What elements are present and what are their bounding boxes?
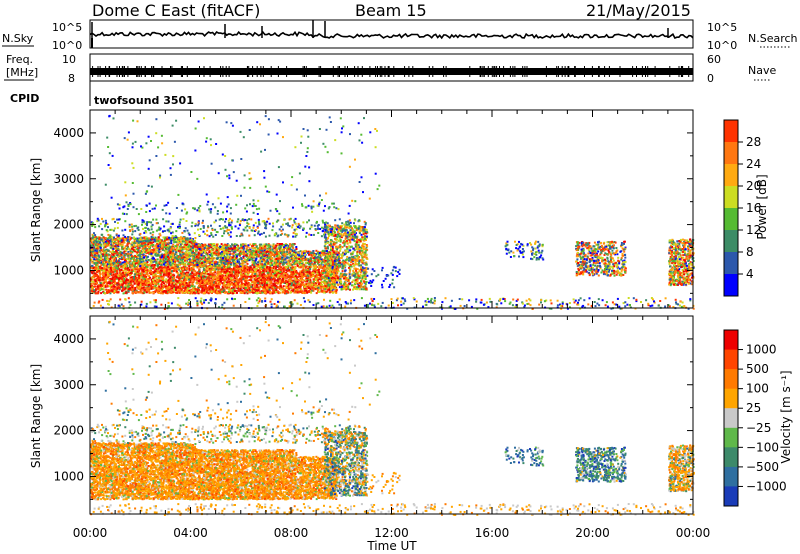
range-gate-cell bbox=[169, 254, 171, 256]
nave-right-bottom-tick: 0 bbox=[707, 72, 714, 85]
freq-panel bbox=[90, 54, 693, 81]
range-gate-cell bbox=[172, 274, 174, 276]
radar-figure: Dome C East (fitACF) Beam 15 21/May/2015… bbox=[0, 0, 800, 554]
range-gate-cell bbox=[111, 286, 113, 288]
range-gate-cell bbox=[158, 286, 160, 288]
freq-band bbox=[90, 68, 693, 75]
nave-right-top-tick: 60 bbox=[707, 53, 721, 66]
cpid-value: twofsound 3501 bbox=[94, 94, 194, 107]
range-gate-cell bbox=[171, 287, 173, 289]
range-gate-cell bbox=[134, 270, 136, 272]
range-gate-cell bbox=[125, 285, 127, 287]
range-gate-cell bbox=[98, 277, 100, 279]
range-gate-cell bbox=[107, 282, 109, 284]
range-gate-cell bbox=[146, 272, 148, 274]
freq-trace bbox=[90, 66, 693, 77]
range-gate-cell bbox=[94, 272, 96, 274]
beam-title: Beam 15 bbox=[355, 1, 427, 20]
range-gate-cell bbox=[103, 240, 105, 242]
range-gate-cell bbox=[160, 292, 162, 294]
range-gate-cell bbox=[176, 243, 178, 245]
range-gate-cell bbox=[110, 260, 112, 262]
range-gate-cell bbox=[155, 268, 157, 270]
freq-unit-label: [MHz] bbox=[6, 66, 38, 79]
range-gate-cell bbox=[125, 292, 127, 294]
range-gate-cell bbox=[183, 246, 185, 248]
range-gate-cell bbox=[129, 269, 131, 271]
station-title: Dome C East (fitACF) bbox=[92, 1, 260, 20]
noise-right-top-tick: 10^5 bbox=[707, 21, 737, 34]
range-gate-cell bbox=[105, 237, 107, 239]
range-gate-cell bbox=[141, 261, 143, 263]
noise-trace bbox=[90, 20, 693, 48]
range-gate-cell bbox=[152, 279, 154, 281]
cpid-label: CPID bbox=[10, 92, 39, 105]
range-gate-cell bbox=[125, 245, 127, 247]
nsky-label: N.Sky bbox=[2, 32, 34, 45]
range-gate-cell bbox=[91, 267, 93, 269]
nave-label: Nave bbox=[748, 64, 776, 77]
range-gate-cell bbox=[123, 258, 125, 260]
noise-left-bottom-tick: 10^0 bbox=[52, 39, 82, 52]
range-gate-cell bbox=[147, 259, 149, 261]
range-gate-cell bbox=[159, 242, 161, 244]
noise-right-bottom-tick: 10^0 bbox=[707, 39, 737, 52]
range-gate-cell bbox=[136, 253, 138, 255]
range-gate-cell bbox=[194, 237, 196, 239]
range-gate-cell bbox=[154, 237, 156, 239]
freq-left-bottom-tick: 8 bbox=[68, 72, 75, 85]
range-gate-cell bbox=[149, 292, 151, 294]
range-gate-cell bbox=[166, 282, 168, 284]
freq-left-top-tick: 10 bbox=[62, 53, 76, 66]
power-heatmap bbox=[90, 115, 695, 310]
range-gate-cell bbox=[183, 248, 185, 250]
range-gate-cell bbox=[111, 290, 113, 292]
range-gate-cell bbox=[125, 250, 127, 252]
range-gate-cell bbox=[155, 277, 157, 279]
range-gate-cell bbox=[155, 289, 157, 291]
range-gate-cell bbox=[128, 290, 130, 292]
noise-left-top-tick: 10^5 bbox=[52, 21, 82, 34]
range-gate-cell bbox=[135, 249, 137, 251]
noise-sky-line bbox=[90, 32, 693, 38]
freq-label: Freq. bbox=[6, 53, 33, 66]
range-gate-cell bbox=[148, 278, 150, 280]
range-gate-cell bbox=[93, 283, 95, 285]
date-title: 21/May/2015 bbox=[586, 1, 691, 20]
range-gate-cell bbox=[173, 277, 175, 279]
range-gate-cell bbox=[169, 239, 171, 241]
range-gate-cell bbox=[185, 287, 187, 289]
range-gate-cell bbox=[126, 258, 128, 260]
nsearch-label: N.Search bbox=[748, 32, 798, 45]
noise-panel bbox=[90, 20, 693, 48]
